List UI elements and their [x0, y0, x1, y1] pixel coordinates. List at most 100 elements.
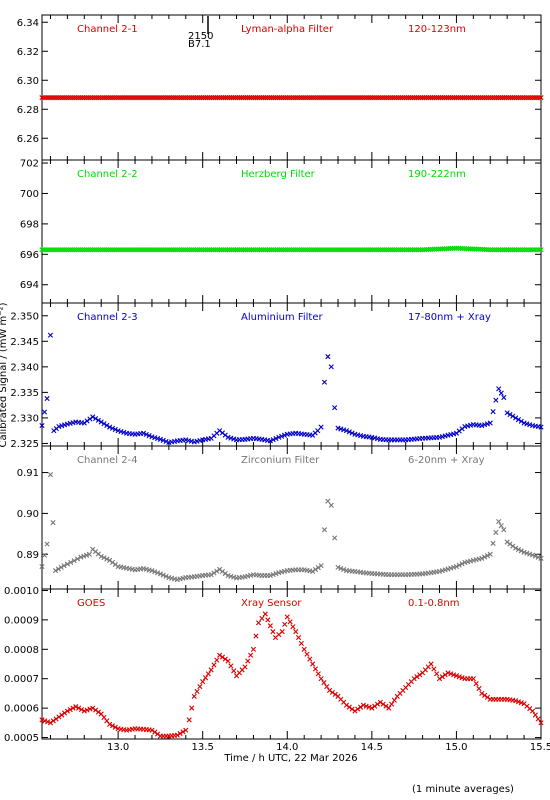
data-point [423, 95, 430, 101]
data-point [477, 95, 483, 101]
data-point [187, 247, 193, 253]
data-point [416, 95, 422, 101]
data-point [260, 95, 266, 101]
data-point [65, 247, 71, 253]
data-point [366, 95, 372, 101]
data-point [300, 247, 306, 253]
data-point [290, 247, 296, 253]
data-point [473, 95, 479, 101]
data-point [521, 549, 527, 555]
data-point [524, 247, 530, 253]
data-point [101, 247, 107, 253]
data-point [76, 705, 82, 711]
data-point [467, 246, 473, 252]
data-point [195, 247, 201, 253]
data-point [224, 95, 231, 101]
data-point [65, 95, 71, 101]
data-point [219, 654, 226, 660]
data-point [378, 247, 384, 253]
data-point [509, 95, 516, 101]
data-point [363, 703, 369, 709]
data-point [332, 405, 338, 411]
data-point [475, 95, 481, 101]
data-point [151, 247, 157, 253]
data-point [61, 95, 67, 101]
data-point [372, 703, 378, 709]
data-point [471, 246, 477, 252]
data-point [111, 247, 117, 253]
data-point [197, 247, 203, 253]
data-point [324, 247, 330, 253]
data-point [448, 671, 454, 677]
data-point [513, 698, 519, 704]
data-point [479, 690, 485, 697]
data-point [522, 247, 528, 253]
data-point [485, 247, 491, 253]
y-tick-label: 0.91 [17, 468, 39, 479]
data-point [95, 95, 101, 101]
data-point [213, 95, 219, 101]
series-points [39, 472, 544, 583]
data-point [427, 95, 434, 101]
data-point [129, 247, 135, 253]
data-point [169, 95, 175, 101]
data-point [39, 95, 45, 101]
data-point [175, 95, 181, 101]
data-point [104, 556, 110, 562]
data-point [302, 247, 308, 253]
data-point [479, 555, 485, 561]
data-point [173, 247, 179, 253]
data-point [388, 701, 395, 707]
data-point [160, 437, 166, 443]
data-point [103, 247, 109, 253]
data-point [483, 246, 489, 253]
data-point [141, 247, 147, 253]
data-point [258, 247, 264, 253]
data-point [113, 247, 119, 253]
data-point [376, 95, 382, 101]
data-point [512, 95, 518, 101]
data-point [99, 95, 105, 101]
data-point [248, 95, 255, 101]
data-point [382, 247, 388, 253]
data-point [346, 429, 352, 435]
data-point [459, 675, 465, 681]
data-point [279, 433, 285, 439]
data-point [45, 95, 51, 101]
x-tick-label: 13.5 [192, 742, 214, 753]
data-point [451, 95, 458, 101]
data-point [501, 394, 507, 401]
data-point [107, 95, 113, 101]
y-tick-label: 2.350 [10, 311, 39, 322]
data-point [270, 247, 276, 253]
y-tick-label: 2.340 [10, 362, 39, 373]
data-point [338, 247, 344, 253]
y-tick-label: 0.0005 [4, 733, 39, 744]
data-point [195, 95, 201, 101]
data-point [447, 245, 454, 252]
data-point [357, 704, 364, 710]
data-point [390, 247, 396, 253]
data-point [47, 95, 53, 101]
data-point [324, 95, 330, 101]
data-point [292, 95, 298, 101]
data-point [64, 708, 70, 714]
data-point [423, 246, 430, 253]
data-point [296, 247, 302, 253]
data-point [332, 247, 338, 253]
data-point [504, 410, 510, 416]
data-point [459, 561, 465, 567]
data-point [240, 247, 247, 253]
data-point [538, 424, 544, 430]
data-point [306, 247, 312, 253]
data-point [74, 556, 81, 562]
data-point [530, 247, 536, 253]
data-point [84, 707, 90, 713]
data-point [469, 246, 475, 252]
data-point [71, 95, 77, 101]
data-point [154, 731, 161, 737]
data-point [242, 664, 248, 670]
data-point [221, 95, 227, 101]
data-point [326, 247, 332, 253]
data-point [435, 246, 442, 252]
